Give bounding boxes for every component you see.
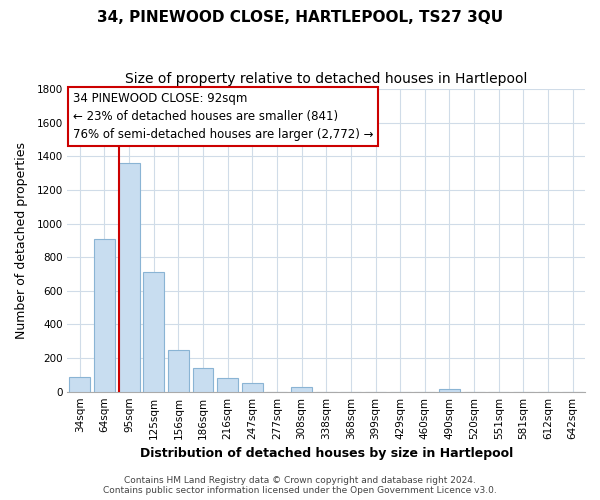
X-axis label: Distribution of detached houses by size in Hartlepool: Distribution of detached houses by size …: [140, 447, 513, 460]
Bar: [439, 389, 460, 392]
Text: 34 PINEWOOD CLOSE: 92sqm
← 23% of detached houses are smaller (841)
76% of semi-: 34 PINEWOOD CLOSE: 92sqm ← 23% of detach…: [73, 92, 373, 141]
Text: Contains HM Land Registry data © Crown copyright and database right 2024.
Contai: Contains HM Land Registry data © Crown c…: [103, 476, 497, 495]
Text: 34, PINEWOOD CLOSE, HARTLEPOOL, TS27 3QU: 34, PINEWOOD CLOSE, HARTLEPOOL, TS27 3QU: [97, 10, 503, 25]
Bar: [168, 350, 189, 392]
Bar: [143, 272, 164, 392]
Bar: [193, 368, 214, 392]
Bar: [291, 386, 312, 392]
Title: Size of property relative to detached houses in Hartlepool: Size of property relative to detached ho…: [125, 72, 527, 86]
Bar: [217, 378, 238, 392]
Y-axis label: Number of detached properties: Number of detached properties: [15, 142, 28, 339]
Bar: [69, 376, 90, 392]
Bar: [242, 384, 263, 392]
Bar: [94, 238, 115, 392]
Bar: [119, 163, 140, 392]
